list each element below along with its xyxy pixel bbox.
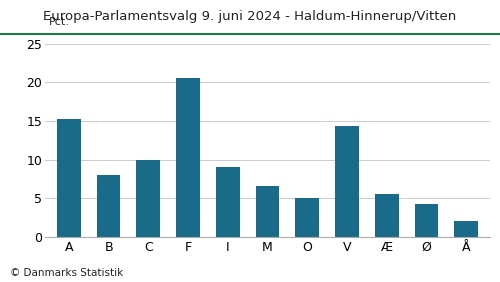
Text: Pct.: Pct. (49, 17, 70, 27)
Bar (335, 126, 359, 237)
Bar (176, 78, 200, 237)
Bar (216, 167, 240, 237)
Bar (256, 186, 280, 237)
Bar (96, 175, 120, 237)
Bar (136, 160, 160, 237)
Bar (375, 194, 398, 237)
Text: © Danmarks Statistik: © Danmarks Statistik (10, 268, 123, 278)
Text: Europa-Parlamentsvalg 9. juni 2024 - Haldum-Hinnerup/Vitten: Europa-Parlamentsvalg 9. juni 2024 - Hal… (44, 10, 457, 23)
Bar (57, 119, 81, 237)
Bar (414, 204, 438, 237)
Bar (454, 221, 478, 237)
Bar (296, 198, 319, 237)
